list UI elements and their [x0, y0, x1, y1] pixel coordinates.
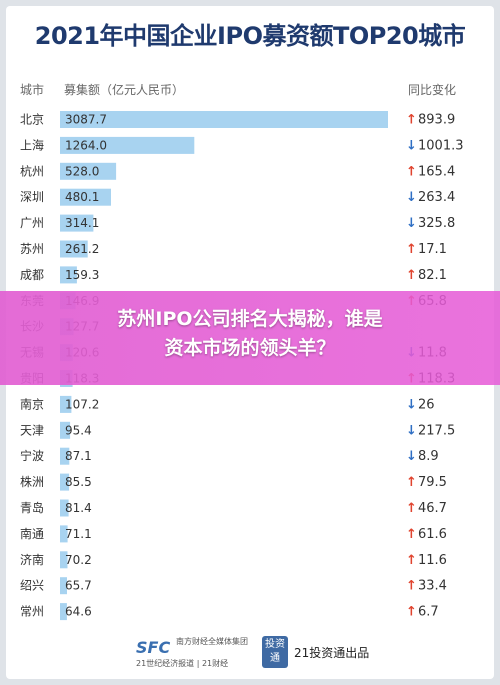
change-down-arrow-icon: ↓ — [406, 138, 417, 153]
publisher-credit: 21投资通出品 — [294, 646, 370, 660]
bar — [60, 214, 94, 232]
change-up-arrow-icon: ↑ — [406, 553, 417, 568]
bar — [60, 421, 71, 439]
change-up-arrow-icon: ↑ — [406, 268, 417, 283]
chart-title: 2021年中国企业IPO募资额TOP20城市 — [34, 22, 466, 50]
city-label: 广州 — [20, 216, 44, 230]
header-city: 城市 — [20, 82, 44, 97]
city-label: 南京 — [20, 396, 44, 411]
change-down-arrow-icon: ↓ — [406, 190, 417, 205]
change-up-arrow-icon: ↑ — [406, 164, 417, 179]
change-label: 6.7 — [418, 605, 439, 620]
sfc-subtitle: 21世纪经济报道 | 21财经 — [136, 659, 229, 668]
change-up-arrow-icon: ↑ — [406, 579, 417, 594]
city-label: 青岛 — [20, 500, 44, 515]
change-label: 82.1 — [418, 268, 447, 283]
bar — [60, 111, 388, 128]
city-label: 株洲 — [20, 474, 44, 489]
header-amount: 募集额（亿元人民币） — [64, 82, 184, 97]
bar-value-label: 159.3 — [65, 268, 99, 282]
change-label: 26 — [418, 397, 435, 412]
headline-line-1: 苏州IPO公司排名大揭秘，谁是 — [117, 308, 383, 330]
bar-value-label: 528.0 — [65, 164, 99, 178]
city-label: 济南 — [20, 552, 44, 567]
change-up-arrow-icon: ↑ — [406, 605, 417, 620]
change-label: 33.4 — [418, 579, 447, 594]
city-label: 杭州 — [20, 163, 44, 178]
bar — [60, 136, 195, 154]
headline-banner — [0, 291, 500, 385]
sfc-logo: SFC — [136, 638, 171, 657]
change-up-arrow-icon: ↑ — [406, 501, 417, 516]
change-label: 325.8 — [418, 216, 455, 231]
headline-line-2: 资本市场的领头羊？ — [164, 337, 336, 359]
bar-value-label: 95.4 — [65, 423, 92, 437]
change-label: 46.7 — [418, 501, 447, 516]
bar-value-label: 107.2 — [65, 397, 99, 411]
change-up-arrow-icon: ↑ — [406, 527, 417, 542]
change-down-arrow-icon: ↓ — [406, 449, 417, 464]
change-label: 17.1 — [418, 242, 447, 257]
change-label: 79.5 — [418, 475, 447, 490]
footer: SFC 南方财经全媒体集团 21世纪经济报道 | 21财经 投资通 21投资通出… — [6, 634, 494, 674]
change-down-arrow-icon: ↓ — [406, 216, 417, 231]
change-up-arrow-icon: ↑ — [406, 242, 417, 257]
city-label: 深圳 — [20, 190, 44, 204]
city-label: 常州 — [20, 605, 44, 619]
change-label: 263.4 — [418, 190, 455, 205]
bar — [60, 266, 77, 284]
bar — [60, 525, 68, 543]
bar — [60, 447, 70, 465]
city-label: 成都 — [20, 268, 44, 282]
headline: 苏州IPO公司排名大揭秘，谁是 资本市场的领头羊？ — [0, 305, 500, 363]
header-change: 同比变化 — [408, 82, 456, 97]
bar — [60, 499, 69, 517]
bar-value-label: 64.6 — [65, 605, 92, 619]
bar-value-label: 87.1 — [65, 449, 92, 463]
change-label: 8.9 — [418, 449, 439, 464]
city-label: 北京 — [20, 113, 44, 127]
bar-value-label: 71.1 — [65, 527, 92, 541]
bar — [60, 473, 70, 491]
change-up-arrow-icon: ↑ — [406, 113, 417, 128]
bar — [60, 240, 88, 258]
bar — [60, 162, 117, 180]
city-label: 苏州 — [20, 242, 44, 256]
change-down-arrow-icon: ↓ — [406, 397, 417, 412]
change-label: 61.6 — [418, 527, 447, 542]
city-label: 绍兴 — [20, 579, 44, 593]
change-label: 217.5 — [418, 423, 455, 438]
bar — [60, 577, 67, 595]
bar — [60, 551, 68, 569]
bar-value-label: 81.4 — [65, 501, 92, 515]
city-label: 天津 — [20, 423, 44, 437]
change-label: 165.4 — [418, 164, 455, 179]
bar-value-label: 85.5 — [65, 475, 92, 489]
change-up-arrow-icon: ↑ — [406, 475, 417, 490]
sfc-group-name: 南方财经全媒体集团 — [176, 637, 248, 646]
bar-value-label: 70.2 — [65, 553, 92, 567]
change-label: 893.9 — [418, 113, 455, 128]
city-label: 南通 — [20, 526, 44, 541]
bar-value-label: 261.2 — [65, 242, 99, 256]
tzt-badge-icon: 投资通 — [262, 636, 288, 668]
bar-value-label: 480.1 — [65, 190, 99, 204]
bar-value-label: 1264.0 — [65, 138, 107, 152]
bar-value-label: 65.7 — [65, 579, 92, 593]
bar-value-label: 3087.7 — [65, 113, 107, 127]
change-label: 1001.3 — [418, 138, 464, 153]
bar-value-label: 314.1 — [65, 216, 99, 230]
change-down-arrow-icon: ↓ — [406, 423, 417, 438]
bar — [60, 395, 72, 413]
bar — [60, 603, 67, 621]
change-label: 11.6 — [418, 553, 447, 568]
bar — [60, 188, 111, 206]
city-label: 上海 — [20, 137, 44, 152]
city-label: 宁波 — [20, 448, 44, 463]
